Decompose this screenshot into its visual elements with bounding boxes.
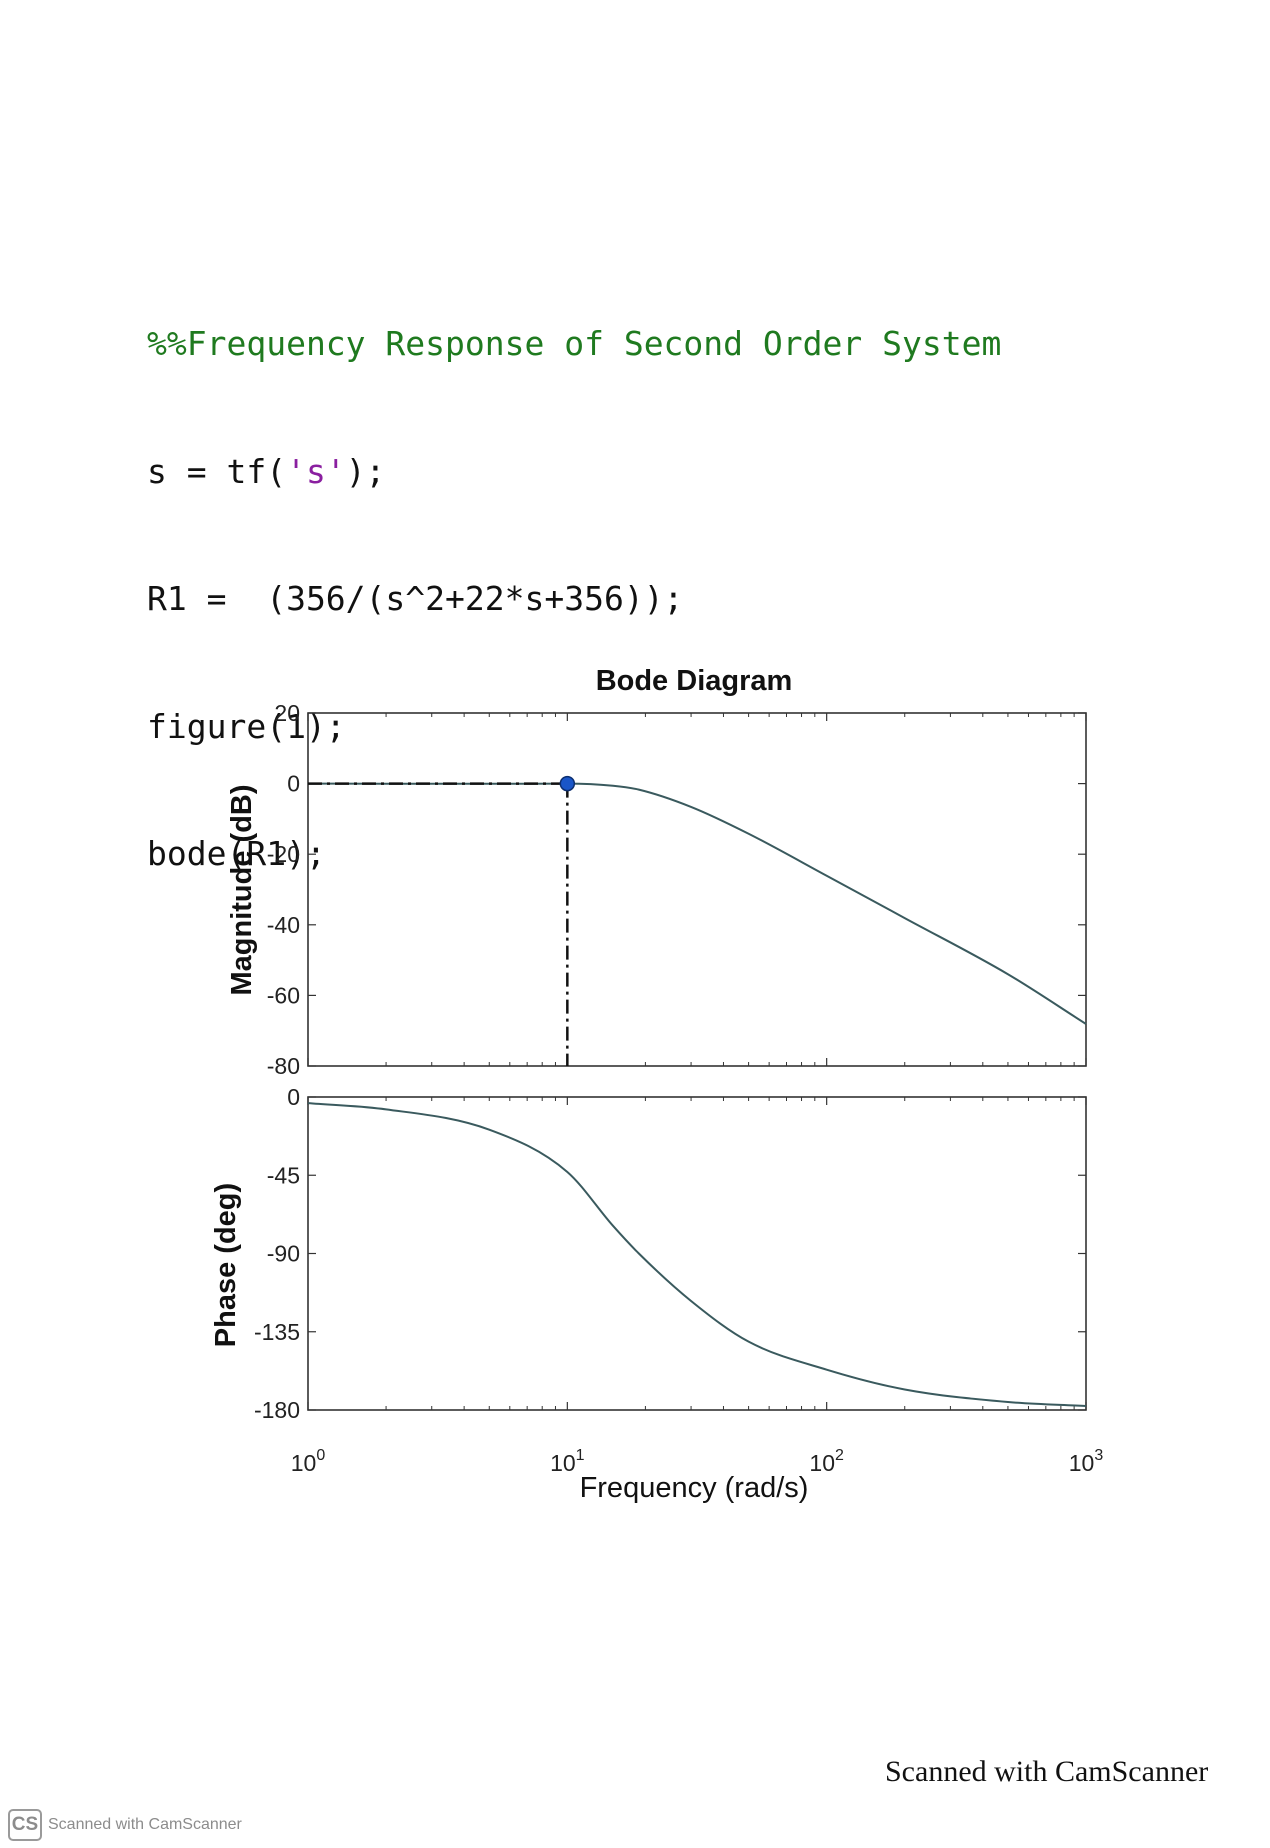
scanner-footer-text: Scanned with CamScanner [48, 1816, 242, 1833]
chart-title: Bode Diagram [596, 665, 793, 697]
x-tick-label: 103 [1069, 1447, 1104, 1476]
magnitude-y-tick-label: 20 [274, 700, 300, 726]
magnitude-axes-frame [307, 712, 1087, 1067]
code-line-1-pre: s = tf( [147, 451, 287, 491]
code-line-2: R1 = (356/(s^2+22*s+356)); [147, 579, 684, 618]
phase-axes-frame [307, 1096, 1087, 1411]
x-tick-label: 102 [809, 1447, 844, 1476]
magnitude-y-tick-label: -20 [267, 841, 300, 867]
code-line-1-string: 's' [286, 451, 346, 491]
phase-axis-label: Phase (deg) [210, 1183, 242, 1347]
scanner-watermark: Scanned with CamScanner [885, 1755, 1209, 1788]
phase-series-line [307, 1102, 1087, 1407]
data-tip-marker [559, 775, 576, 792]
magnitude-panel: 20 0 -20 -40 -60 -80 [267, 700, 1087, 1079]
magnitude-series-line [307, 782, 1087, 1025]
scanner-footer: CS Scanned with CamScanner [8, 1808, 242, 1842]
matlab-code-block: %%Frequency Response of Second Order Sys… [147, 238, 1001, 918]
magnitude-y-tick-label: 0 [287, 771, 300, 797]
phase-y-tick-label: -180 [254, 1397, 300, 1423]
magnitude-y-tick-label: -40 [267, 912, 300, 938]
magnitude-y-tick-label: -60 [267, 982, 300, 1008]
camscanner-logo-icon: CS [8, 1809, 42, 1841]
code-line-1-post: ); [345, 451, 386, 491]
phase-y-tick-label: 0 [287, 1084, 300, 1110]
phase-y-tick-label: -135 [254, 1319, 300, 1345]
frequency-axis-label: Frequency (rad/s) [580, 1472, 809, 1504]
phase-y-tick-label: -90 [267, 1241, 300, 1267]
x-tick-label: 100 [291, 1447, 326, 1476]
code-comment-line: %%Frequency Response of Second Order Sys… [147, 324, 1002, 363]
code-line-1: s = tf('s'); [147, 451, 1001, 494]
phase-panel: 0 -45 -90 -135 -180 [254, 1084, 1087, 1423]
code-line-4: bode(R1); [147, 834, 326, 873]
phase-y-tick-label: -45 [267, 1162, 300, 1188]
magnitude-axis-label: Magnitude (dB) [226, 784, 258, 995]
magnitude-y-tick-label: -80 [267, 1053, 300, 1079]
x-tick-label: 101 [550, 1447, 585, 1476]
